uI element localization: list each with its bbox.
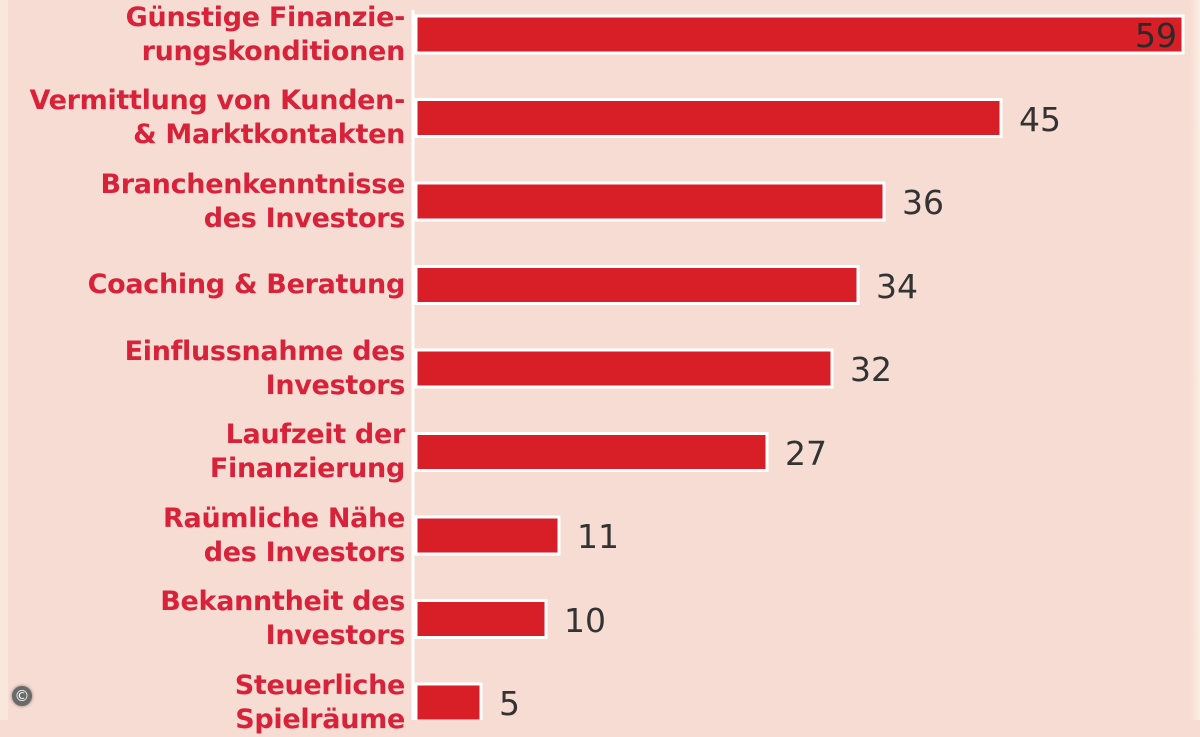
bar-chart bbox=[411, 10, 1185, 720]
value-label: 32 bbox=[850, 350, 892, 389]
category-label: Günstige Finanzie- rungskonditionen bbox=[125, 1, 406, 67]
bar bbox=[414, 432, 769, 472]
value-label: 45 bbox=[1019, 99, 1061, 139]
category-label: Laufzeit der Finanzierung bbox=[209, 419, 405, 484]
copyright-icon: © bbox=[12, 686, 32, 706]
left-edge-strip bbox=[0, 0, 8, 720]
value-label: 36 bbox=[902, 183, 944, 222]
bar bbox=[414, 348, 834, 389]
bar bbox=[414, 265, 860, 305]
bar bbox=[414, 682, 483, 720]
value-label: 34 bbox=[876, 266, 918, 306]
category-label: Einflussnahme des Investors bbox=[124, 335, 406, 401]
bar bbox=[414, 181, 886, 222]
value-label: 59 bbox=[1135, 16, 1177, 55]
value-label: 5 bbox=[499, 684, 520, 723]
bar bbox=[414, 14, 1185, 55]
bar bbox=[414, 98, 1003, 138]
value-label: 27 bbox=[785, 433, 827, 473]
category-label: Bekanntheit des Investors bbox=[160, 586, 405, 651]
right-edge-strip bbox=[1190, 0, 1200, 720]
bar bbox=[414, 599, 548, 639]
bar bbox=[414, 515, 561, 556]
value-label: 10 bbox=[564, 600, 606, 640]
value-label: 11 bbox=[577, 517, 619, 556]
category-label: Vermittlung von Kunden- & Marktkontakten bbox=[29, 85, 405, 150]
category-label: Raümliche Nähe des Investors bbox=[163, 502, 405, 568]
category-label: Coaching & Beratung bbox=[87, 269, 406, 300]
category-label: Branchenkenntnisse des Investors bbox=[100, 168, 405, 234]
category-label: Steuerliche Spielräume bbox=[234, 669, 406, 735]
